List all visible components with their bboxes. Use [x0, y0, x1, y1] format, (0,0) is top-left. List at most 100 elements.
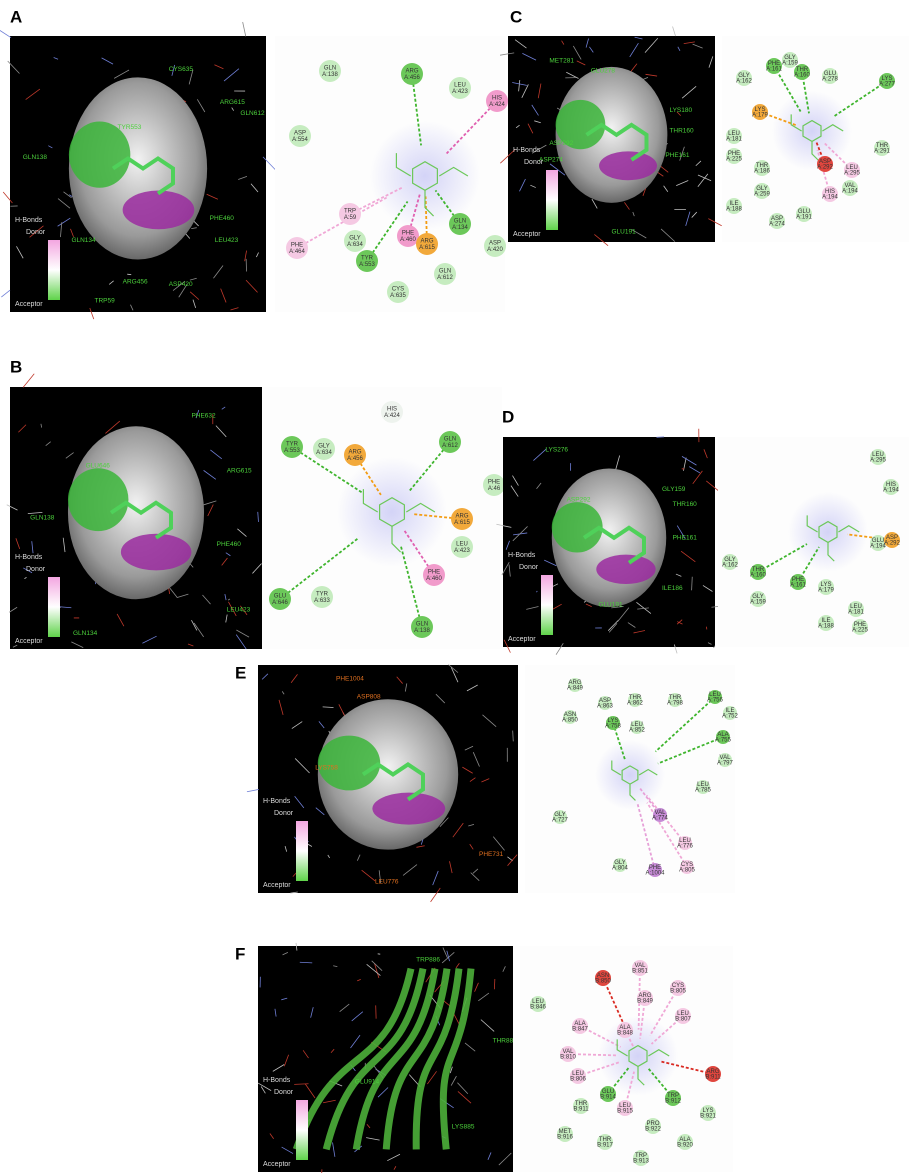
surface-acceptor	[552, 502, 603, 552]
residue-label-3d: GLU191	[598, 602, 623, 609]
residue-label-3d: LEU423	[227, 606, 251, 613]
residue-name: GLY	[349, 235, 361, 241]
residue-id: A:277	[879, 81, 895, 87]
residue-id: B:916	[557, 1134, 573, 1140]
residue-id: A:423	[454, 548, 470, 554]
residue-id: B:807	[675, 1016, 691, 1022]
residue-id: B:848	[617, 1030, 633, 1036]
residue-id: A:553	[359, 262, 375, 268]
residue-id: A:278	[822, 76, 838, 82]
legend-gradient	[48, 240, 60, 300]
residue-id: A:752	[722, 713, 738, 719]
residue-id: B:921	[700, 1113, 716, 1119]
residue-id: A:138	[414, 628, 430, 634]
surface-acceptor	[318, 736, 380, 791]
residue-label-3d: GLU278	[591, 68, 616, 75]
residue-label-3d: GLN134	[71, 237, 96, 244]
residue-id: A:612	[437, 275, 453, 281]
interaction-diagram: GLYA:162PHEA:161GLYA:159THRA:160GLUA:278…	[722, 36, 909, 242]
surface-donor	[123, 191, 195, 230]
residue-label-3d: GLU191	[612, 228, 637, 235]
residue-id: A:797	[717, 760, 733, 766]
residue-id: A:191	[796, 214, 812, 220]
residue-id: A:464	[289, 249, 305, 255]
residue-label-3d: PHE460	[210, 215, 235, 222]
residue-id: A:159	[750, 599, 766, 605]
residue-id: A:161	[790, 582, 806, 588]
residue-name: GLN	[454, 218, 466, 224]
residue-id: A:162	[736, 78, 752, 84]
residue-label-3d: PHE731	[479, 851, 504, 858]
interaction-diagram: ASNB:850VALB:851CYSB:805ARGB:849LEUB:846…	[513, 946, 733, 1172]
residue-id: A:804	[612, 865, 628, 871]
residue-id: A:225	[726, 156, 742, 162]
residue-name: GLN	[324, 65, 336, 71]
residue-name: HIS	[492, 95, 502, 101]
docking-3d-view: TRP886THR880LYS885GLU914H-BondsDonorAcce…	[258, 943, 517, 1173]
residue-id: A:727	[552, 817, 568, 823]
wire-bond	[23, 374, 34, 388]
residue-label-3d: TRP59	[94, 298, 115, 305]
residue-id: A:849	[567, 685, 583, 691]
residue-id: A:160	[794, 72, 810, 78]
residue-id: A:615	[454, 520, 470, 526]
residue-label-3d: GLN138	[30, 515, 55, 522]
residue-id: B:917	[597, 1142, 613, 1148]
panel-letter: B	[10, 357, 22, 376]
residue-id: A:798	[667, 700, 683, 706]
residue-label-3d: ILE186	[662, 585, 683, 592]
interaction-diagram: HISA:424TYRA:553GLYA:634ARGA:456GLNA:612…	[262, 387, 505, 649]
residue-label-3d: THR160	[669, 127, 694, 134]
legend-acceptor: Acceptor	[15, 301, 43, 308]
ligand-glow	[788, 492, 868, 572]
residue-id: A:225	[852, 627, 868, 633]
residue-id: B:850	[595, 978, 611, 984]
docking-3d-view: MET281GLU278LYS180THR160PHE161ASP292ASP2…	[500, 27, 722, 246]
residue-id: A:553	[284, 448, 300, 454]
residue-label-3d: GLU646	[86, 462, 111, 469]
wire-bond	[247, 789, 259, 791]
residue-id: A:295	[870, 457, 886, 463]
residue-id: A:862	[627, 700, 643, 706]
legend-gradient	[546, 170, 558, 230]
interaction-diagram: LEUA:295HISA:194GLUA:194ASPA:292GLYA:162…	[718, 437, 909, 647]
wire-bond	[673, 27, 676, 37]
residue-id: B:912	[665, 1098, 681, 1104]
legend-donor: Donor	[524, 159, 544, 166]
residue-id: A:181	[848, 609, 864, 615]
residue-id: A:852	[629, 727, 645, 733]
residue-label-3d: ASP292	[567, 497, 591, 504]
residue-label-3d: GLN612	[240, 110, 265, 117]
residue-label-3d: THR160	[673, 501, 698, 508]
residue-label-3d: GLU914	[355, 1078, 380, 1085]
legend-acceptor: Acceptor	[15, 638, 43, 645]
docking-3d-view: PHE1004ASP808PHE731LEU776LYS758H-BondsDo…	[247, 665, 518, 902]
residue-id: A:259	[754, 191, 770, 197]
panel-letter: D	[502, 407, 514, 426]
residue-label-3d: LEU423	[215, 237, 239, 244]
residue-name: ARG	[420, 238, 433, 244]
docking-3d-view: LYS276GLY159THR160PHE161ASP292GLU191ILE1…	[496, 429, 725, 655]
residue-id: B:922	[645, 1126, 661, 1132]
residue-id: A:758	[605, 723, 621, 729]
residue-label-3d: GLN138	[23, 154, 48, 161]
legend-title: H-Bonds	[263, 1077, 291, 1084]
residue-id: B:920	[677, 1142, 693, 1148]
surface-acceptor	[69, 122, 130, 188]
residue-id: A:776	[677, 843, 693, 849]
residue-id: A:292	[884, 540, 900, 546]
residue-id: A:181	[726, 136, 742, 142]
residue-label-3d: ARG615	[227, 468, 252, 475]
residue-id: A:295	[844, 170, 860, 176]
residue-name: HIS	[387, 406, 397, 412]
residue-name: PHE	[488, 479, 500, 485]
residue-id: A:424	[489, 102, 505, 108]
legend-acceptor: Acceptor	[263, 882, 291, 889]
residue-label-3d: ARG456	[123, 278, 148, 285]
legend-acceptor: Acceptor	[508, 636, 536, 643]
residue-id: A:420	[487, 247, 503, 253]
panel-letter: F	[235, 944, 245, 963]
residue-id: A:456	[404, 75, 420, 81]
legend-title: H-Bonds	[263, 798, 291, 805]
residue-id: A:161	[766, 66, 782, 72]
